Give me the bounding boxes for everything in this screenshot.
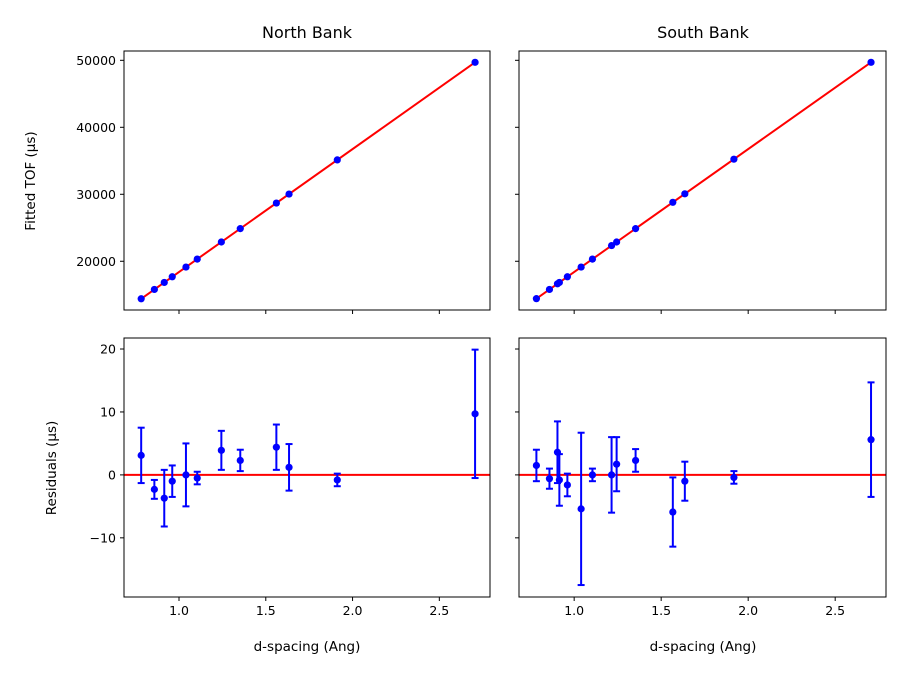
data-point: [168, 273, 176, 281]
xlabel-bottom-left: d-spacing (Ang): [254, 639, 361, 655]
y-tick-label: 40000: [76, 120, 116, 135]
plot-area: [519, 381, 886, 587]
data-point: [150, 285, 158, 294]
plot-area: [124, 348, 490, 528]
data-point: [563, 273, 571, 281]
axes-frame: [518, 337, 887, 598]
fit-line: [140, 61, 476, 300]
data-point: [182, 471, 190, 479]
panel-bottom-left: 1.0 1.5 2.0 2.5 −10 0 10 20: [90, 337, 491, 618]
panel-top-right: [515, 50, 887, 314]
ylabel-bottom: Residuals (µs): [44, 421, 60, 516]
data-point: [333, 476, 341, 484]
axes-frame: [123, 337, 491, 598]
data-point: [669, 508, 677, 516]
plot-area: [137, 58, 479, 303]
y-tick-label: 50000: [76, 53, 116, 68]
xlabel-bottom-right: d-spacing (Ang): [650, 639, 757, 655]
title-south-bank: South Bank: [657, 23, 750, 42]
x-tick-label: 2.5: [429, 603, 449, 618]
data-point: [217, 238, 225, 246]
x-tick-label: 1.5: [256, 603, 276, 618]
x-tick-label: 2.0: [738, 603, 758, 618]
data-point: [168, 477, 176, 485]
data-point: [545, 475, 554, 483]
data-point: [588, 471, 597, 479]
y-tick-label: 10: [100, 404, 116, 419]
y-tick-label: 0: [108, 467, 116, 482]
data-point: [137, 295, 145, 303]
data-point: [160, 278, 168, 287]
data-point: [681, 477, 689, 485]
y-tick-label: 20: [100, 342, 116, 357]
data-point: [532, 461, 541, 470]
data-point: [137, 451, 145, 459]
x-tick-label: 2.5: [825, 603, 845, 618]
data-point: [532, 295, 541, 303]
panel-top-left: 20000 30000 40000 50000: [76, 50, 491, 314]
data-point: [193, 474, 201, 482]
data-point: [471, 58, 479, 66]
data-point: [555, 278, 563, 287]
data-point: [333, 156, 341, 164]
data-point: [182, 263, 190, 271]
data-point: [272, 199, 280, 207]
data-point: [631, 456, 640, 465]
x-tick-label: 1.0: [564, 603, 584, 618]
ylabel-top: Fitted TOF (µs): [23, 131, 39, 230]
data-point: [236, 225, 244, 233]
data-point: [613, 238, 621, 246]
data-point: [545, 285, 554, 294]
data-point: [285, 190, 293, 198]
data-point: [867, 58, 875, 66]
data-point: [236, 456, 244, 465]
data-point: [285, 463, 293, 471]
data-point: [681, 190, 689, 198]
axes-frame: [518, 50, 887, 311]
data-point: [471, 410, 479, 418]
fit-line: [535, 61, 872, 300]
data-point: [150, 485, 158, 493]
data-point: [193, 255, 201, 263]
panel-bottom-right: 1.0 1.5 2.0 2.5: [515, 337, 887, 618]
plot-area: [532, 58, 875, 303]
x-tick-label: 1.5: [651, 603, 671, 618]
data-point: [669, 198, 677, 206]
data-point: [555, 476, 563, 484]
data-point: [607, 471, 616, 479]
y-tick-label: 20000: [76, 254, 116, 269]
x-tick-label: 2.0: [343, 603, 363, 618]
data-point: [607, 241, 616, 250]
title-north-bank: North Bank: [262, 23, 353, 42]
data-point: [730, 473, 738, 482]
data-point: [588, 255, 597, 263]
data-point: [577, 263, 585, 271]
axes-frame: [123, 50, 491, 311]
y-tick-label: −10: [90, 530, 116, 545]
data-point: [217, 446, 225, 454]
data-point: [563, 481, 571, 489]
data-point: [631, 225, 640, 233]
data-point: [867, 436, 875, 444]
data-point: [160, 494, 168, 502]
data-point: [730, 155, 738, 163]
data-point: [577, 505, 585, 513]
data-point: [272, 443, 280, 451]
x-tick-label: 1.0: [169, 603, 189, 618]
y-tick-label: 30000: [76, 187, 116, 202]
data-point: [613, 460, 621, 468]
